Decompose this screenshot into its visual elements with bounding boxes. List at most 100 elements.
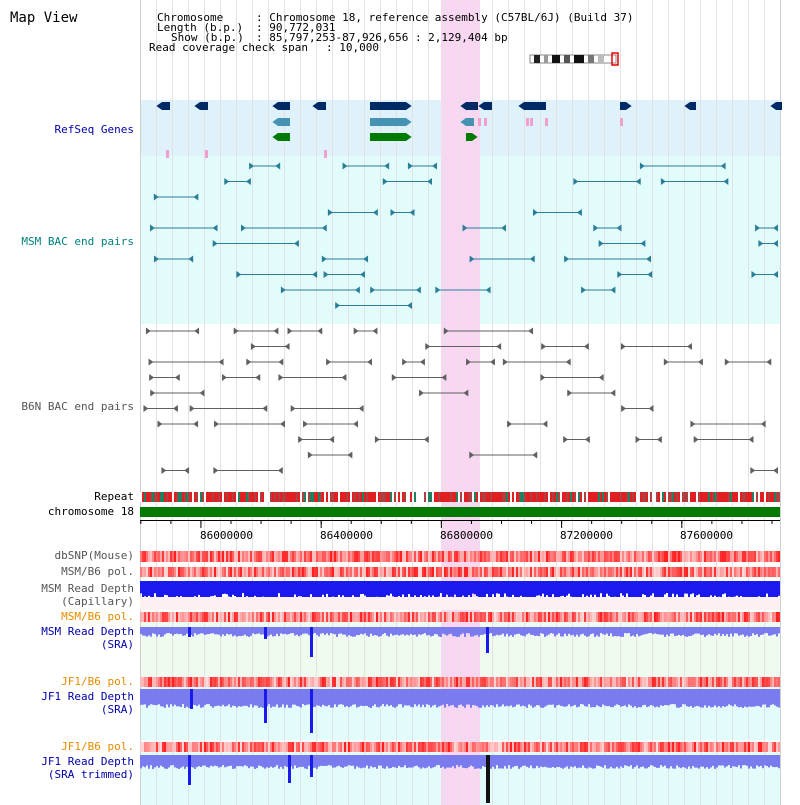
jf1-depth-trim-bar (186, 755, 188, 767)
track-label-refseq[interactable]: RefSeq Genes (54, 123, 134, 136)
msm-b6-pol-density (716, 567, 718, 577)
track-label-msm-depth-cap-1[interactable]: MSM Read Depth (41, 582, 134, 595)
track-label-chromosome[interactable]: chromosome 18 (47, 505, 134, 518)
msm-b6-pol-density (260, 612, 262, 622)
track-label-jf1-b6-pol-1[interactable]: JF1/B6 pol. (61, 675, 134, 688)
jf1-depth-trim-bar (598, 755, 600, 766)
jf1-depth-sra-bar (396, 689, 398, 707)
jf1-b6-pol-density (296, 677, 298, 687)
jf1-b6-pol-density (414, 677, 416, 687)
repeat-segment (510, 492, 512, 502)
dbsnp-density (658, 551, 660, 562)
track-label-jf1-depth-sra-1[interactable]: JF1 Read Depth (41, 690, 134, 703)
jf1-depth-sra-bar (722, 689, 724, 707)
msm-b6-pol-density (640, 612, 642, 622)
jf1-b6-pol-density (228, 742, 230, 752)
track-label-repeat[interactable]: Repeat (94, 490, 134, 503)
msm-b6-pol-density (330, 612, 332, 622)
msm-b6-pol-density (612, 567, 614, 577)
msm-b6-pol-density (568, 567, 570, 577)
jf1-b6-pol-density (550, 742, 552, 752)
jf1-depth-sra-bar (766, 689, 768, 708)
msm-depth-capillary-bar (346, 581, 348, 598)
msm-depth-sra-bar (146, 627, 148, 637)
jf1-depth-trim-bar (514, 755, 516, 767)
jf1-depth-trim-bar (518, 755, 520, 769)
repeat-segment (478, 492, 480, 502)
track-label-msm-b6-pol-1[interactable]: MSM/B6 pol. (61, 565, 134, 578)
msm-b6-pol-density (322, 612, 324, 622)
jf1-depth-trim-bar (506, 755, 508, 769)
jf1-depth-sra-bar (458, 689, 460, 706)
msm-bac-pair-end (647, 271, 653, 278)
dbsnp-density (524, 551, 526, 562)
msm-depth-sra-bar (574, 627, 576, 637)
msm-depth-capillary-bar (542, 581, 544, 594)
dbsnp-density (638, 551, 640, 562)
jf1-b6-pol-density (172, 677, 174, 687)
jf1-b6-pol-density (430, 742, 432, 752)
msm-depth-sra-bar (690, 627, 692, 636)
repeat-segment (738, 492, 740, 502)
track-label-msm-b6-pol-2[interactable]: MSM/B6 pol. (61, 610, 134, 623)
msm-depth-sra-bar (680, 627, 682, 636)
jf1-depth-sra-bar (650, 689, 652, 706)
chromosome-ideogram[interactable] (528, 52, 624, 66)
dbsnp-density (178, 551, 180, 562)
msm-depth-sra-bar (778, 627, 780, 634)
jf1-depth-sra-bar (340, 689, 342, 705)
repeat-segment (426, 492, 428, 502)
repeat-segment (622, 492, 624, 502)
jf1-b6-pol-density (612, 677, 614, 687)
jf1-b6-pol-density (484, 677, 486, 687)
msm-b6-pol-density (254, 612, 256, 622)
jf1-depth-sra-bar (250, 689, 252, 705)
track-label-jf1-depth-trim-1[interactable]: JF1 Read Depth (41, 755, 134, 768)
jf1-b6-pol-density (472, 677, 474, 687)
jf1-b6-pol-density (306, 742, 308, 752)
track-label-dbsnp[interactable]: dbSNP(Mouse) (54, 549, 134, 562)
msm-bac-pair-end (153, 193, 159, 201)
jf1-b6-pol-density (606, 742, 608, 752)
msm-b6-pol-density (642, 612, 644, 622)
dbsnp-density (224, 551, 226, 562)
refseq-gene (690, 102, 696, 110)
jf1-depth-trim-bar (260, 755, 262, 767)
msm-b6-pol-density (432, 567, 434, 577)
msm-depth-capillary-bar (608, 581, 610, 596)
msm-depth-capillary-bar (396, 581, 398, 597)
repeat-segment (162, 492, 164, 502)
repeat-segment (770, 492, 772, 502)
msm-bac-pair-end (363, 255, 369, 263)
msm-b6-pol-density (572, 567, 574, 577)
msm-b6-pol-density (496, 612, 498, 622)
msm-b6-pol-density (700, 612, 702, 622)
msm-b6-pol-density (616, 612, 618, 622)
dbsnp-density (582, 551, 584, 562)
msm-depth-capillary-bar (736, 581, 738, 596)
track-label-b6n-bac[interactable]: B6N BAC end pairs (21, 400, 134, 413)
jf1-depth-sra-bar (518, 689, 520, 705)
track-label-jf1-b6-pol-2[interactable]: JF1/B6 pol. (61, 740, 134, 753)
msm-depth-capillary-bar (604, 581, 606, 598)
jf1-depth-trim-bar (142, 755, 144, 767)
track-label-msm-depth-sra-1[interactable]: MSM Read Depth (41, 625, 134, 638)
jf1-depth-sra-bar (422, 689, 424, 705)
repeat-segment (456, 492, 458, 502)
msm-b6-pol-density (390, 612, 392, 622)
msm-depth-sra-bar (324, 627, 326, 635)
repeat-segment (354, 492, 356, 502)
jf1-b6-pol-density (742, 742, 744, 752)
jf1-depth-trim-bar (572, 755, 574, 768)
msm-bac-pair-end (275, 162, 281, 170)
track-label-msm-bac[interactable]: MSM BAC end pairs (21, 235, 134, 248)
msm-b6-pol-density (252, 612, 254, 622)
jf1-depth-trim-bar (750, 755, 752, 767)
dbsnp-density (268, 551, 270, 562)
jf1-depth-trim-bar (360, 755, 362, 769)
msm-depth-capillary-bar (570, 581, 572, 597)
msm-depth-capillary-bar (492, 581, 494, 595)
jf1-depth-sra-bar (644, 689, 646, 705)
msm-b6-pol-density (674, 567, 676, 577)
